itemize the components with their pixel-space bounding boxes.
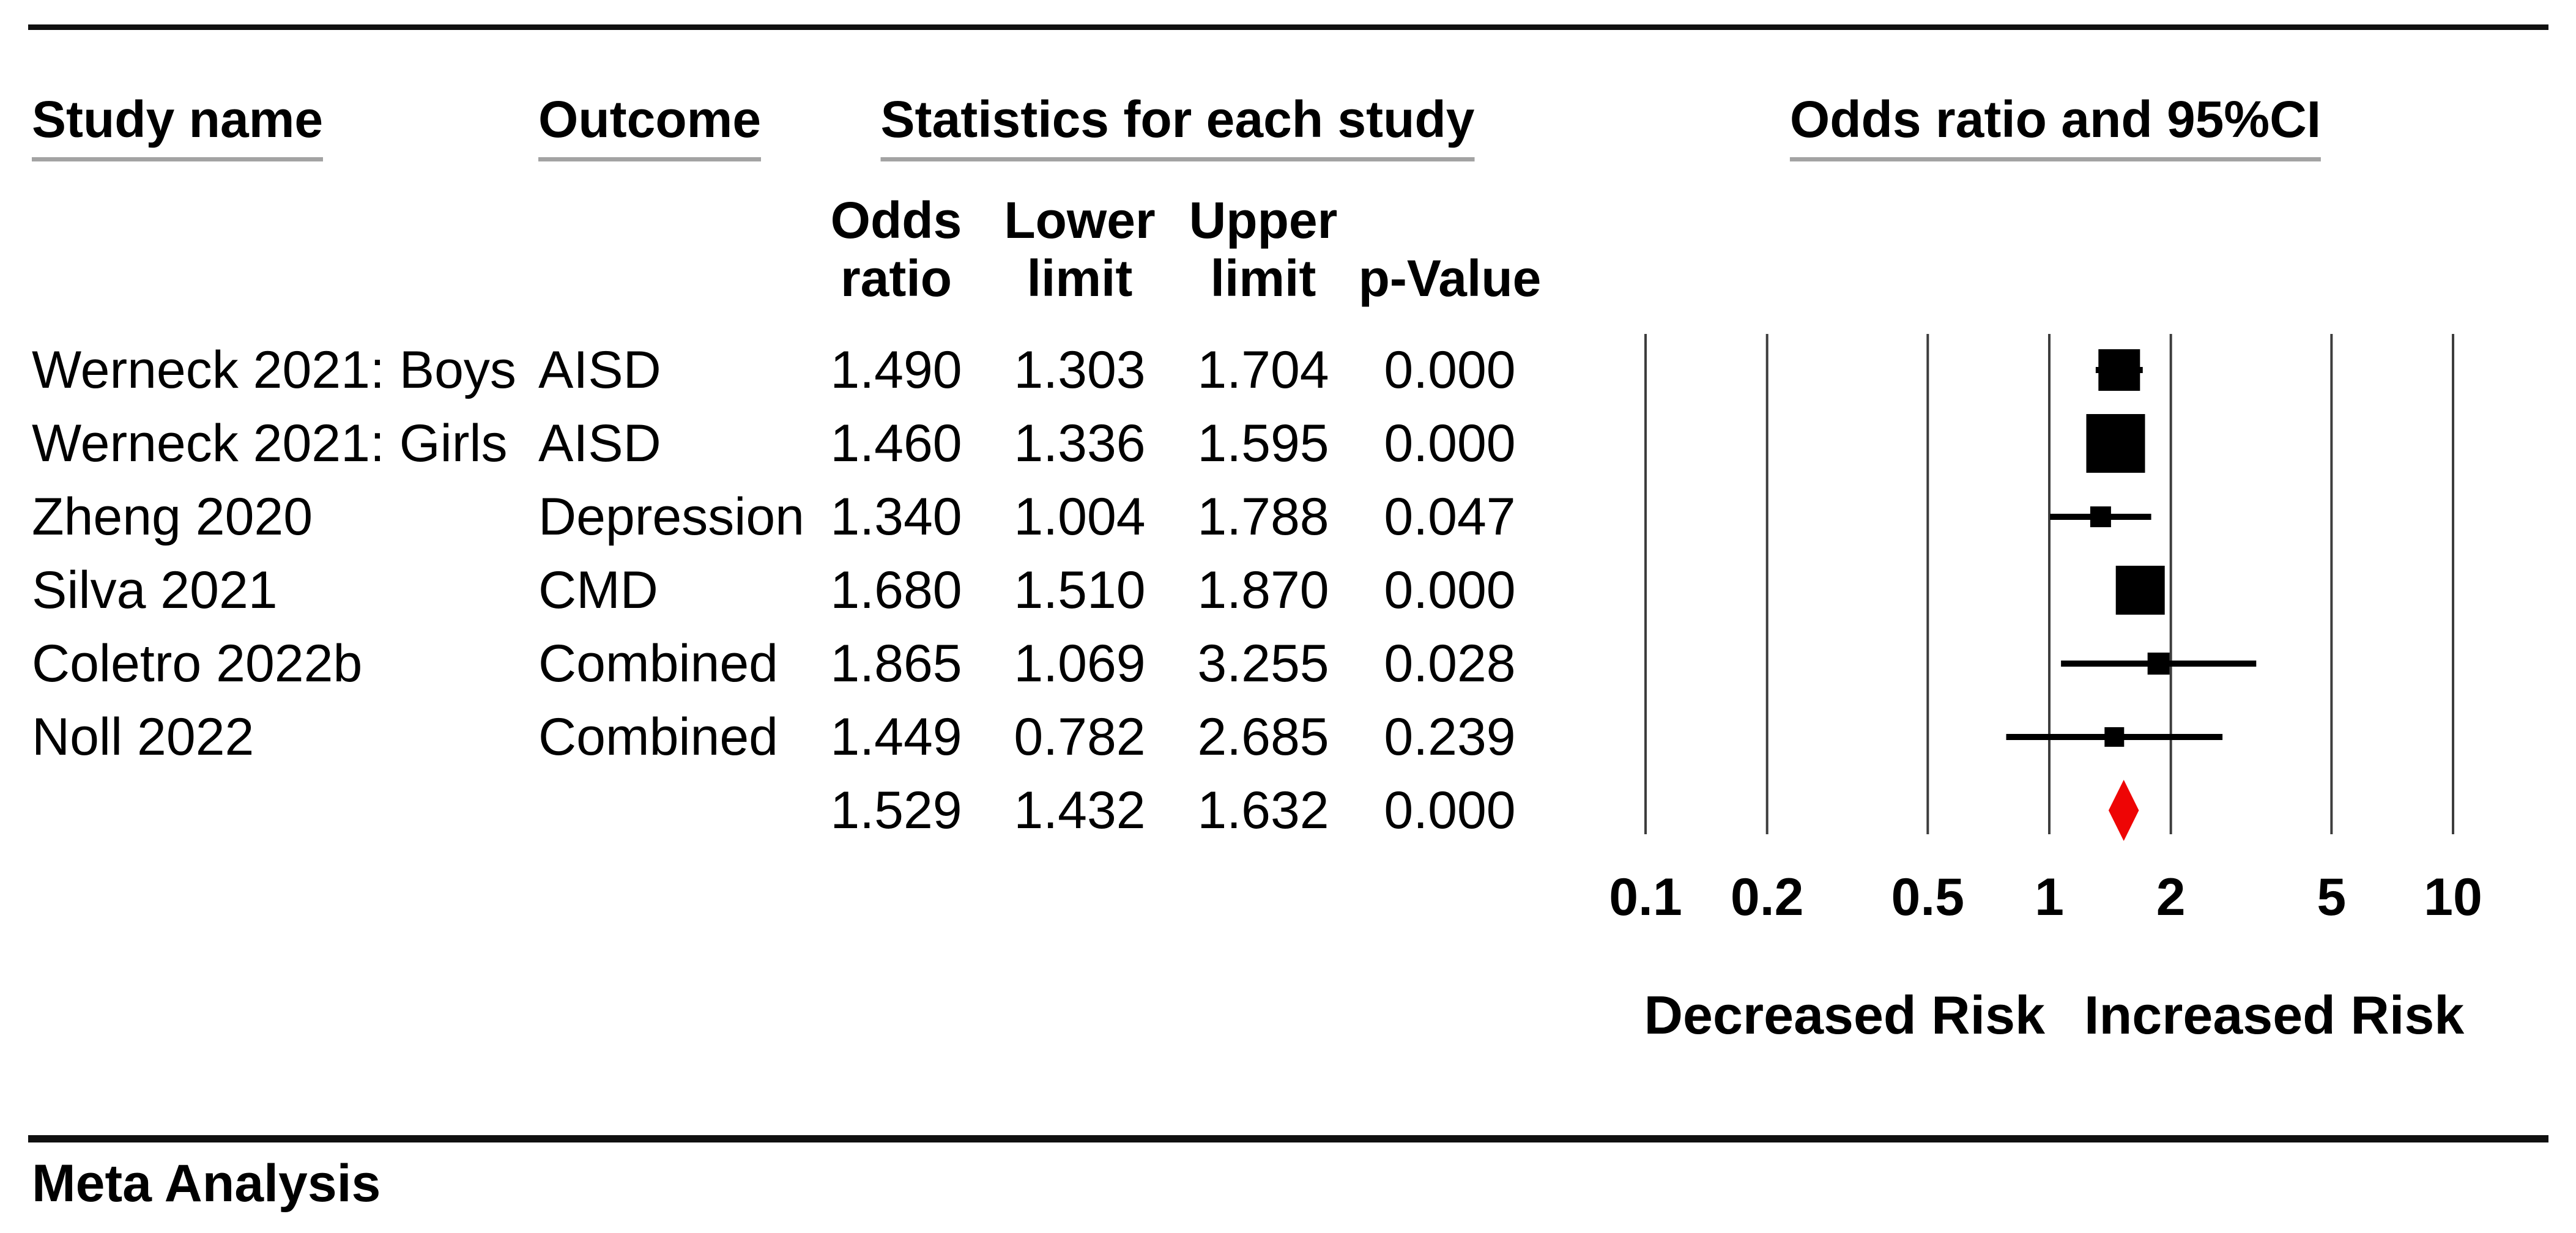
x-tick-label-10: 10 [2424, 868, 2482, 927]
p-value-cell: 0.000 [1384, 561, 1516, 620]
upper-limit-cell: 3.255 [1197, 634, 1329, 693]
odds-ratio-square [2086, 414, 2145, 473]
meta-analysis-label: Meta Analysis [32, 1154, 381, 1213]
table-row-study-1: Werneck 2021: Girls AISD 1.460 1.336 1.5… [0, 407, 2576, 480]
top-rule [28, 24, 2548, 30]
x-tick-label-0.1: 0.1 [1609, 868, 1682, 927]
bottom-rule [28, 1135, 2548, 1142]
odds-ratio-cell: 1.460 [830, 414, 962, 473]
subheader-upper-line2: limit [1210, 250, 1316, 307]
table-row-study-2: Zheng 2020 Depression 1.340 1.004 1.788 … [0, 480, 2576, 554]
column-header-outcome: Outcome [538, 91, 762, 161]
plot-title: Odds ratio and 95%CI [1789, 91, 2322, 161]
odds-ratio-square [2147, 653, 2170, 675]
lower-limit-cell: 1.432 [1014, 781, 1146, 840]
increased-risk-label: Increased Risk [2084, 985, 2465, 1045]
study-name-cell: Noll 2022 [32, 708, 254, 766]
x-tick-label-2: 2 [2156, 868, 2186, 927]
table-row-summary: 1.529 1.432 1.632 0.000 [0, 774, 2576, 847]
x-tick-label-1: 1 [2035, 868, 2064, 927]
x-tick-label-0.2: 0.2 [1730, 868, 1804, 927]
study-name-cell: Werneck 2021: Girls [32, 414, 508, 473]
lower-limit-cell: 0.782 [1014, 708, 1146, 766]
column-header-study-name: Study name [32, 91, 324, 161]
x-tick-label-0.5: 0.5 [1891, 868, 1965, 927]
upper-limit-cell: 1.870 [1197, 561, 1329, 620]
odds-ratio-cell: 1.865 [830, 634, 962, 693]
p-value-cell: 0.000 [1384, 414, 1516, 473]
table-row-study-3: Silva 2021 CMD 1.680 1.510 1.870 0.000 [0, 554, 2576, 627]
p-value-cell: 0.239 [1384, 708, 1516, 766]
lower-limit-cell: 1.336 [1014, 414, 1146, 473]
subheader-odds-line1: Odds [830, 191, 962, 249]
outcome-cell: AISD [538, 341, 661, 399]
upper-limit-cell: 1.788 [1197, 487, 1329, 546]
study-name-cell: Werneck 2021: Boys [32, 341, 516, 399]
odds-ratio-square [2098, 349, 2140, 391]
subheader-lower-line2: limit [1026, 250, 1133, 307]
odds-ratio-cell: 1.529 [830, 781, 962, 840]
subheader-upper-line1: Upper [1189, 191, 1338, 249]
outcome-cell: Combined [538, 708, 778, 766]
upper-limit-cell: 1.632 [1197, 781, 1329, 840]
summary-diamond [2108, 780, 2139, 841]
upper-limit-cell: 2.685 [1197, 708, 1329, 766]
subheader-odds-ratio: Odds ratio [831, 191, 962, 308]
outcome-cell: Combined [538, 634, 778, 693]
stats-group-header: Statistics for each study [880, 91, 1475, 161]
subheader-lower-line1: Lower [1004, 191, 1156, 249]
odds-ratio-cell: 1.680 [830, 561, 962, 620]
odds-ratio-square [2115, 566, 2165, 615]
p-value-cell: 0.000 [1384, 341, 1516, 399]
p-value-cell: 0.047 [1384, 487, 1516, 546]
lower-limit-cell: 1.303 [1014, 341, 1146, 399]
x-tick-label-5: 5 [2317, 868, 2347, 927]
outcome-cell: CMD [538, 561, 658, 620]
p-value-cell: 0.028 [1384, 634, 1516, 693]
p-value-cell: 0.000 [1384, 781, 1516, 840]
subheader-lower-limit: Lower limit [1004, 191, 1155, 308]
odds-ratio-square [2090, 506, 2111, 527]
table-row-study-4: Coletro 2022b Combined 1.865 1.069 3.255… [0, 627, 2576, 700]
subheader-p-value: p-Value [1358, 250, 1542, 307]
table-row-study-5: Noll 2022 Combined 1.449 0.782 2.685 0.2… [0, 700, 2576, 774]
odds-ratio-cell: 1.449 [830, 708, 962, 766]
lower-limit-cell: 1.510 [1014, 561, 1146, 620]
study-name-cell: Silva 2021 [32, 561, 278, 620]
decreased-risk-label: Decreased Risk [1644, 985, 2045, 1045]
lower-limit-cell: 1.069 [1014, 634, 1146, 693]
odds-ratio-cell: 1.490 [830, 341, 962, 399]
odds-ratio-square [2104, 727, 2125, 747]
subheader-upper-limit: Upper limit [1189, 191, 1338, 308]
table-row-study-0: Werneck 2021: Boys AISD 1.490 1.303 1.70… [0, 333, 2576, 407]
lower-limit-cell: 1.004 [1014, 487, 1146, 546]
subheader-odds-line2: ratio [840, 250, 952, 307]
odds-ratio-cell: 1.340 [830, 487, 962, 546]
upper-limit-cell: 1.595 [1197, 414, 1329, 473]
study-name-cell: Coletro 2022b [32, 634, 363, 693]
study-name-cell: Zheng 2020 [32, 487, 313, 546]
upper-limit-cell: 1.704 [1197, 341, 1329, 399]
outcome-cell: AISD [538, 414, 661, 473]
outcome-cell: Depression [538, 487, 804, 546]
